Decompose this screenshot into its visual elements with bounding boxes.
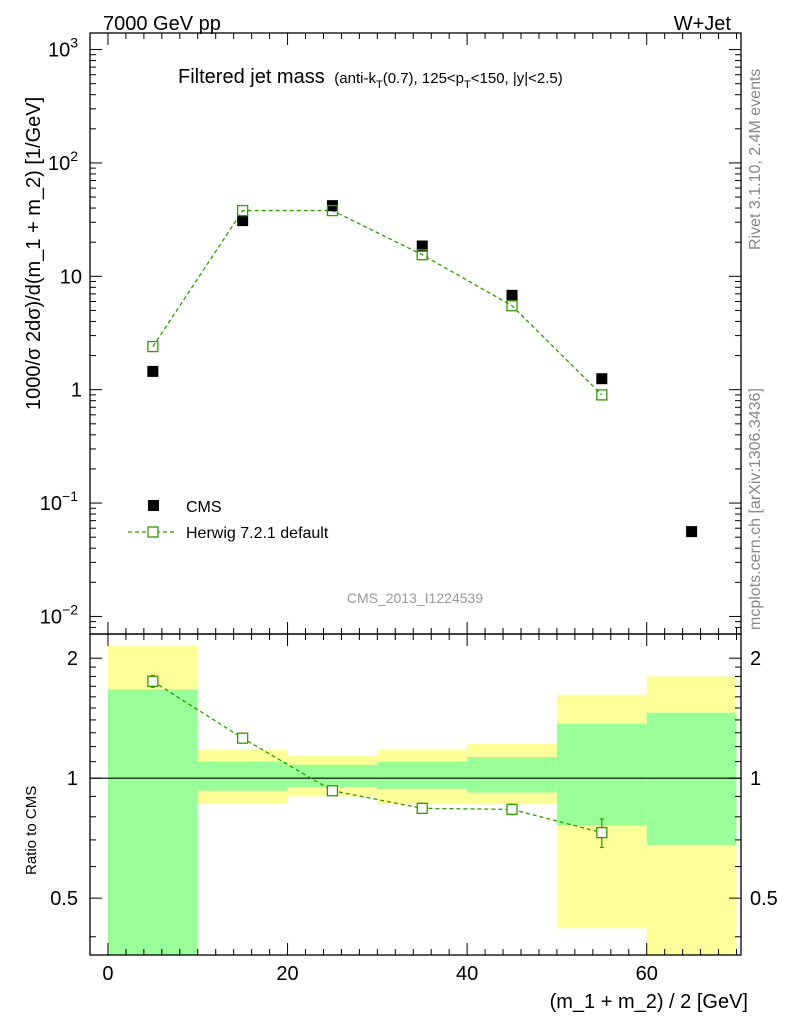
data-point-cms xyxy=(686,526,698,538)
ratio-band-green xyxy=(377,761,468,789)
ratio-band-green xyxy=(556,723,647,826)
title-cuts-a: (anti-k xyxy=(334,70,376,87)
energy-label: 7000 GeV pp xyxy=(103,13,221,35)
ratio-mc-point xyxy=(147,675,159,687)
main-title-group: Filtered jet mass (anti-kT(0.7), 125<pT<… xyxy=(178,66,563,91)
watermark-layer: CMS_2013_I1224539 xyxy=(347,590,483,606)
ratio-band-green xyxy=(646,712,737,845)
mc-point-herwig xyxy=(596,389,608,401)
title-cuts-b: (0.7), 125<p xyxy=(383,70,464,87)
ratio-band-green xyxy=(467,757,557,793)
ratio-mc-point xyxy=(416,802,428,814)
ratio-y-tick-label-right: 1 xyxy=(750,768,761,790)
ratio-y-tick-label-right: 2 xyxy=(750,648,761,670)
legend: CMS Herwig 7.2.1 default xyxy=(128,499,329,542)
tick-exponent: 3 xyxy=(70,35,78,51)
title-cuts-b-sub: T xyxy=(464,79,471,91)
ratio-y-tick-label-left: 0.5 xyxy=(50,888,78,910)
mc-point-herwig xyxy=(416,249,428,261)
ratio-bands-layer xyxy=(90,645,741,955)
ratio-band-green xyxy=(287,764,378,788)
ratio-marks-layer xyxy=(147,674,608,849)
x-tick-label: 0 xyxy=(102,963,113,985)
tick-base: 10 xyxy=(40,606,62,628)
ratio-y-tick-label-right: 0.5 xyxy=(750,888,778,910)
x-tick-label: 40 xyxy=(456,963,478,985)
data-point-cms xyxy=(237,215,249,227)
x-tick-label: 60 xyxy=(636,963,658,985)
main-y-tick-label: 102 xyxy=(48,148,78,175)
ratio-band-green xyxy=(107,689,198,955)
ratio-y-axis-label: Ratio to CMS xyxy=(23,786,40,875)
data-point-cms xyxy=(147,365,159,377)
main-title-text: Filtered jet mass xyxy=(178,66,325,88)
main-marks-layer xyxy=(147,200,698,538)
main-frame xyxy=(89,32,742,635)
title-cuts-a-sub: T xyxy=(376,79,383,91)
ratio-y-tick-label-left: 1 xyxy=(67,768,78,790)
tick-base: 10 xyxy=(48,40,70,62)
rivet-label: Rivet 3.1.10, 2.4M events xyxy=(747,69,764,250)
ratio-mc-point xyxy=(506,803,518,816)
mc-point-herwig xyxy=(506,300,518,312)
main-title: Filtered jet mass (anti-kT(0.7), 125<pT<… xyxy=(178,66,563,91)
analysis-watermark: CMS_2013_I1224539 xyxy=(347,590,483,606)
ratio-mc-line xyxy=(152,680,602,834)
x-axis-label: (m_1 + m_2) / 2 [GeV] xyxy=(550,991,748,1013)
ratio-frame xyxy=(89,633,742,956)
main-y-tick-label: 1 xyxy=(71,380,82,402)
title-cuts-c: <150, |y|<2.5) xyxy=(471,70,563,87)
mcplots-label: mcplots.cern.ch [arXiv:1306.3436] xyxy=(747,388,764,630)
process-label: W+Jet xyxy=(674,13,732,35)
main-y-tick-label: 10−2 xyxy=(40,601,78,628)
legend-marker-cms xyxy=(148,500,159,511)
mc-point-herwig xyxy=(147,340,159,353)
ratio-frame-layer: 0.5 0.51 12 20 20 40 60 xyxy=(50,633,778,985)
main-y-tick-label: 10 xyxy=(60,266,82,288)
ratio-mc-point xyxy=(596,826,608,839)
mc-point-herwig xyxy=(326,204,339,217)
main-y-tick-label: 10−1 xyxy=(40,488,78,515)
tick-exponent: 2 xyxy=(70,148,78,164)
mc-point-herwig xyxy=(236,204,249,217)
tick-base: 10 xyxy=(48,153,70,175)
tick-exponent: −1 xyxy=(62,488,78,504)
data-point-cms xyxy=(506,289,518,301)
legend-marker-herwig xyxy=(147,526,159,538)
main-y-tick-label: 103 xyxy=(48,35,78,62)
data-point-cms xyxy=(416,240,428,252)
ratio-band-green xyxy=(197,761,288,791)
tick-base: 10 xyxy=(40,493,62,515)
legend-label-herwig: Herwig 7.2.1 default xyxy=(186,525,329,542)
tick-exponent: −2 xyxy=(62,601,78,617)
x-tick-label: 20 xyxy=(276,963,298,985)
ratio-y-tick-label-left: 2 xyxy=(67,648,78,670)
main-y-axis-label: 1000/σ 2dσ)/d(m_1 + m_2) [1/GeV] xyxy=(23,97,45,410)
legend-label-cms: CMS xyxy=(186,499,222,516)
ratio-mc-point xyxy=(236,732,249,744)
data-point-cms xyxy=(596,373,608,385)
ratio-mc-point xyxy=(326,785,339,797)
mc-series-line xyxy=(152,209,603,396)
